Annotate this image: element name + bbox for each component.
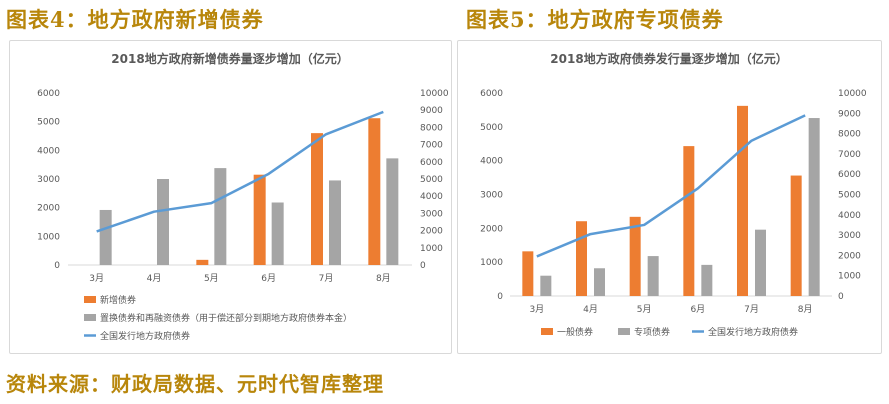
- bar-series2: [99, 209, 112, 265]
- y-tick-label: 0: [497, 292, 503, 302]
- chart-title: 2018地方政府债券发行量逐步增加（亿元）: [550, 51, 787, 66]
- y2-tick-label: 5000: [838, 191, 861, 201]
- x-tick-label: 4月: [583, 304, 598, 315]
- y-tick-label: 4000: [37, 146, 60, 156]
- legend-swatch: [618, 328, 630, 335]
- chart-left: 2018地方政府新增债券量逐步增加（亿元） 0 1000 2000 3000 4000 50…: [37, 51, 449, 342]
- y2-tick-label: 7000: [838, 150, 861, 160]
- bar-series2: [386, 158, 399, 265]
- y-tick-label: 3000: [480, 191, 503, 201]
- chart-right: 2018地方政府债券发行量逐步增加（亿元） 0 1000 2000 3000 4000 50…: [480, 51, 867, 338]
- chart-panel-left: 2018地方政府新增债券量逐步增加（亿元） 0 1000 2000 3000 4000 50…: [9, 40, 452, 354]
- legend-label: 全国发行地方政府债券: [708, 326, 798, 338]
- legend-swatch: [84, 296, 96, 303]
- x-tick-label: 4月: [147, 273, 162, 284]
- y2-tick-label: 8000: [838, 130, 861, 140]
- y2-tick-label: 7000: [420, 141, 443, 151]
- bar-series2: [329, 180, 341, 265]
- bar-series1: [629, 216, 641, 296]
- bar-series1: [253, 174, 266, 265]
- bar-series2: [540, 275, 552, 296]
- legend-label: 新增债券: [100, 294, 136, 306]
- y2-tick-label: 9000: [420, 106, 443, 116]
- y2-tick-label: 6000: [838, 170, 861, 180]
- bar-series2: [755, 229, 766, 296]
- y-tick-label: 3000: [37, 175, 60, 185]
- x-tick-label: 3月: [529, 304, 544, 315]
- bar-series1: [576, 221, 587, 296]
- legend-swatch: [84, 314, 96, 321]
- legend-label: 置换债券和再融资债券（用于偿还部分到期地方政府债券本金）: [100, 312, 352, 324]
- bar-series1: [522, 251, 534, 296]
- y2-tick-label: 2000: [838, 251, 861, 261]
- bar-series2: [157, 179, 169, 265]
- x-tick-label: 5月: [204, 273, 219, 284]
- y-tick-label: 6000: [480, 89, 503, 99]
- bar-series2: [647, 256, 659, 296]
- legend-label: 一般债券: [557, 326, 593, 338]
- legend-label: 专项债券: [634, 326, 670, 338]
- bar-series2: [214, 168, 227, 265]
- y2-tick-label: 5000: [420, 175, 443, 185]
- legend-label: 全国发行地方政府债券: [100, 330, 190, 342]
- bar-series1: [368, 118, 381, 265]
- bar-series1: [311, 133, 323, 265]
- x-tick-label: 3月: [89, 273, 104, 284]
- line-series: [96, 110, 384, 233]
- y-tick-label: 1000: [37, 232, 60, 242]
- y-tick-label: 6000: [37, 89, 60, 99]
- y2-tick-label: 1000: [838, 272, 861, 282]
- x-tick-label: 8月: [376, 273, 391, 284]
- y-tick-label: 1000: [480, 258, 503, 268]
- y2-tick-label: 3000: [420, 209, 443, 219]
- bar-series1: [196, 259, 209, 265]
- source-note: 资料来源：财政局数据、元时代智库整理: [6, 372, 384, 396]
- y2-tick-label: 0: [838, 292, 844, 302]
- bar-series1: [737, 105, 748, 297]
- bar-series2: [594, 268, 605, 296]
- y2-tick-label: 8000: [420, 123, 443, 133]
- chart-title: 2018地方政府新增债券量逐步增加（亿元）: [111, 51, 348, 66]
- y2-tick-label: 10000: [420, 89, 449, 99]
- y2-tick-label: 3000: [838, 231, 861, 241]
- y2-tick-label: 10000: [838, 89, 867, 99]
- x-tick-label: 8月: [798, 304, 813, 315]
- x-tick-label: 6月: [261, 273, 276, 284]
- legend-swatch: [541, 328, 553, 335]
- y2-tick-label: 2000: [420, 227, 443, 237]
- y-tick-label: 2000: [37, 204, 60, 214]
- y2-tick-label: 4000: [420, 192, 443, 202]
- figure-title-right: 图表5：地方政府专项债券: [466, 7, 724, 32]
- bar-series1: [790, 175, 802, 296]
- figure-title-left: 图表4：地方政府新增债券: [6, 7, 264, 32]
- y-tick-label: 2000: [480, 224, 503, 234]
- x-tick-label: 7月: [319, 273, 334, 284]
- y2-tick-label: 0: [420, 261, 426, 271]
- x-tick-label: 6月: [690, 304, 705, 315]
- bar-series1: [683, 146, 695, 296]
- y-tick-label: 5000: [37, 118, 60, 128]
- y2-tick-label: 9000: [838, 109, 861, 119]
- x-tick-label: 5月: [637, 304, 652, 315]
- line-series: [536, 114, 806, 258]
- y-tick-label: 0: [54, 261, 60, 271]
- bar-series2: [808, 118, 820, 296]
- x-tick-label: 7月: [744, 304, 759, 315]
- y2-tick-label: 6000: [420, 158, 443, 168]
- y2-tick-label: 4000: [838, 211, 861, 221]
- y2-tick-label: 1000: [420, 244, 443, 254]
- y-tick-label: 5000: [480, 123, 503, 133]
- bar-series2: [701, 264, 713, 296]
- y-tick-label: 4000: [480, 157, 503, 167]
- bar-series2: [271, 202, 284, 265]
- chart-panel-right: 2018地方政府债券发行量逐步增加（亿元） 0 1000 2000 3000 4000 50…: [457, 40, 882, 354]
